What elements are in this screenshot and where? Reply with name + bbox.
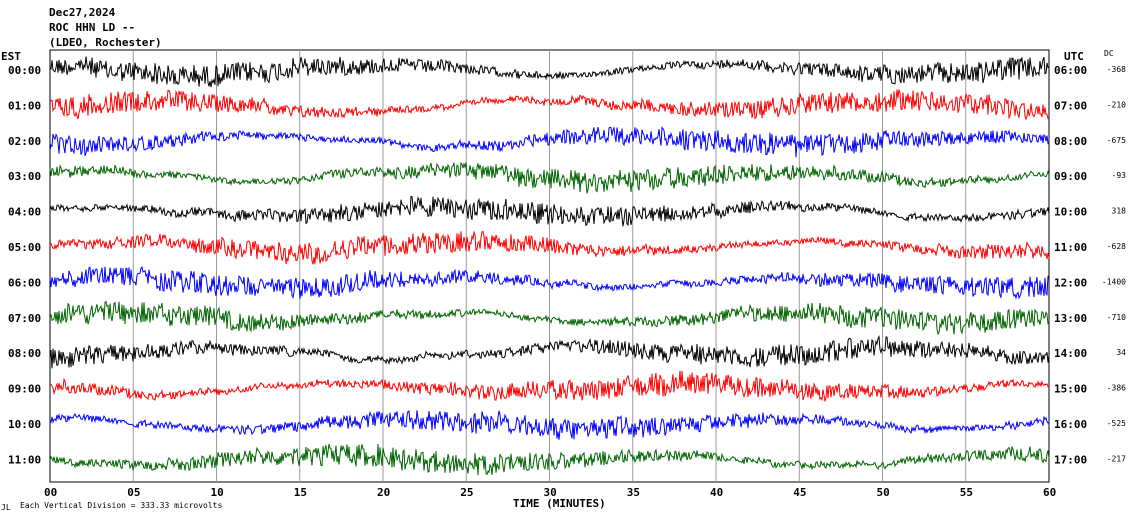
dc-offset-label: 318 [1112, 207, 1127, 216]
x-tick-label: 60 [1043, 486, 1056, 499]
trace-line [49, 230, 1050, 265]
dc-offset-label: -628 [1107, 242, 1126, 251]
x-tick-label: 40 [710, 486, 723, 499]
footer-mark: JL [1, 503, 11, 512]
dc-offset-label: -210 [1107, 100, 1126, 109]
dc-offset-label: -675 [1107, 136, 1126, 145]
x-tick-label: 10 [211, 486, 224, 499]
est-hour-label: 10:00 [8, 418, 41, 431]
utc-hour-label: 11:00 [1054, 241, 1087, 254]
est-hour-label: 11:00 [8, 453, 41, 466]
x-tick-label: 50 [877, 486, 890, 499]
x-tick-labels: 00 05 10 15 20 25 30 35 40 45 50 55 60 [44, 486, 1056, 499]
est-hour-label: 07:00 [8, 312, 41, 325]
traces [49, 56, 1050, 476]
dc-label: DC [1104, 49, 1114, 58]
utc-hour-label: 16:00 [1054, 418, 1087, 431]
utc-hour-label: 08:00 [1054, 135, 1087, 148]
x-tick-label: 35 [627, 486, 640, 499]
utc-hour-label: 15:00 [1054, 383, 1087, 396]
grid-lines [132, 50, 967, 482]
dc-offset-label: 34 [1116, 348, 1126, 357]
est-hour-label: 01:00 [8, 99, 41, 112]
x-tick-label: 20 [377, 486, 390, 499]
chart-title-line-3: (LDEO, Rochester) [49, 36, 162, 49]
utc-hour-label: 06:00 [1054, 64, 1087, 77]
x-tick-label: 55 [960, 486, 973, 499]
trace-line [49, 126, 1050, 158]
chart-title-line-1: Dec27,2024 [49, 6, 116, 19]
x-tick-label: 00 [44, 486, 57, 499]
trace-line [49, 300, 1050, 336]
chart-title-line-2: ROC HHN LD -- [49, 21, 135, 34]
est-hour-label: 09:00 [8, 383, 41, 396]
trace-line [49, 89, 1050, 121]
dc-offset-label: -368 [1107, 65, 1126, 74]
dc-offset-label: -525 [1107, 419, 1126, 428]
trace-line [49, 266, 1050, 300]
dc-offset-label: -710 [1107, 313, 1126, 322]
est-hour-label: 05:00 [8, 241, 41, 254]
dc-offset-label: -217 [1107, 454, 1126, 463]
trace-line [49, 161, 1050, 194]
left-axis-label: EST [1, 50, 21, 63]
est-hour-label: 03:00 [8, 170, 41, 183]
est-hour-label: 06:00 [8, 276, 41, 289]
x-tick-label: 25 [460, 486, 473, 499]
x-axis-label: TIME (MINUTES) [513, 497, 606, 510]
right-axis-label: UTC [1064, 50, 1084, 63]
utc-hour-label: 14:00 [1054, 347, 1087, 360]
utc-hour-label: 13:00 [1054, 312, 1087, 325]
trace-line [49, 195, 1050, 227]
trace-line [49, 335, 1050, 369]
dc-offset-label: -93 [1112, 171, 1127, 180]
dc-offset-label: -1400 [1102, 277, 1126, 286]
trace-line [49, 410, 1050, 440]
x-tick-label: 05 [127, 486, 140, 499]
row-labels: 00:00 06:00 -368 01:00 07:00 -210 02:00 08:00 -6… [8, 64, 1126, 466]
utc-hour-label: 07:00 [1054, 99, 1087, 112]
utc-hour-label: 10:00 [1054, 206, 1087, 219]
x-tick-label: 30 [544, 486, 557, 499]
footer-scale-note: Each Vertical Division = 333.33 microvol… [20, 501, 222, 510]
trace-line [49, 443, 1050, 476]
trace-line [49, 56, 1050, 88]
utc-hour-label: 09:00 [1054, 170, 1087, 183]
trace-line [49, 370, 1050, 402]
utc-hour-label: 12:00 [1054, 276, 1087, 289]
dc-offset-label: -386 [1107, 384, 1126, 393]
x-tick-label: 15 [294, 486, 307, 499]
est-hour-label: 04:00 [8, 206, 41, 219]
x-tick-label: 45 [793, 486, 806, 499]
est-hour-label: 02:00 [8, 135, 41, 148]
est-hour-label: 00:00 [8, 64, 41, 77]
est-hour-label: 08:00 [8, 347, 41, 360]
utc-hour-label: 17:00 [1054, 453, 1087, 466]
